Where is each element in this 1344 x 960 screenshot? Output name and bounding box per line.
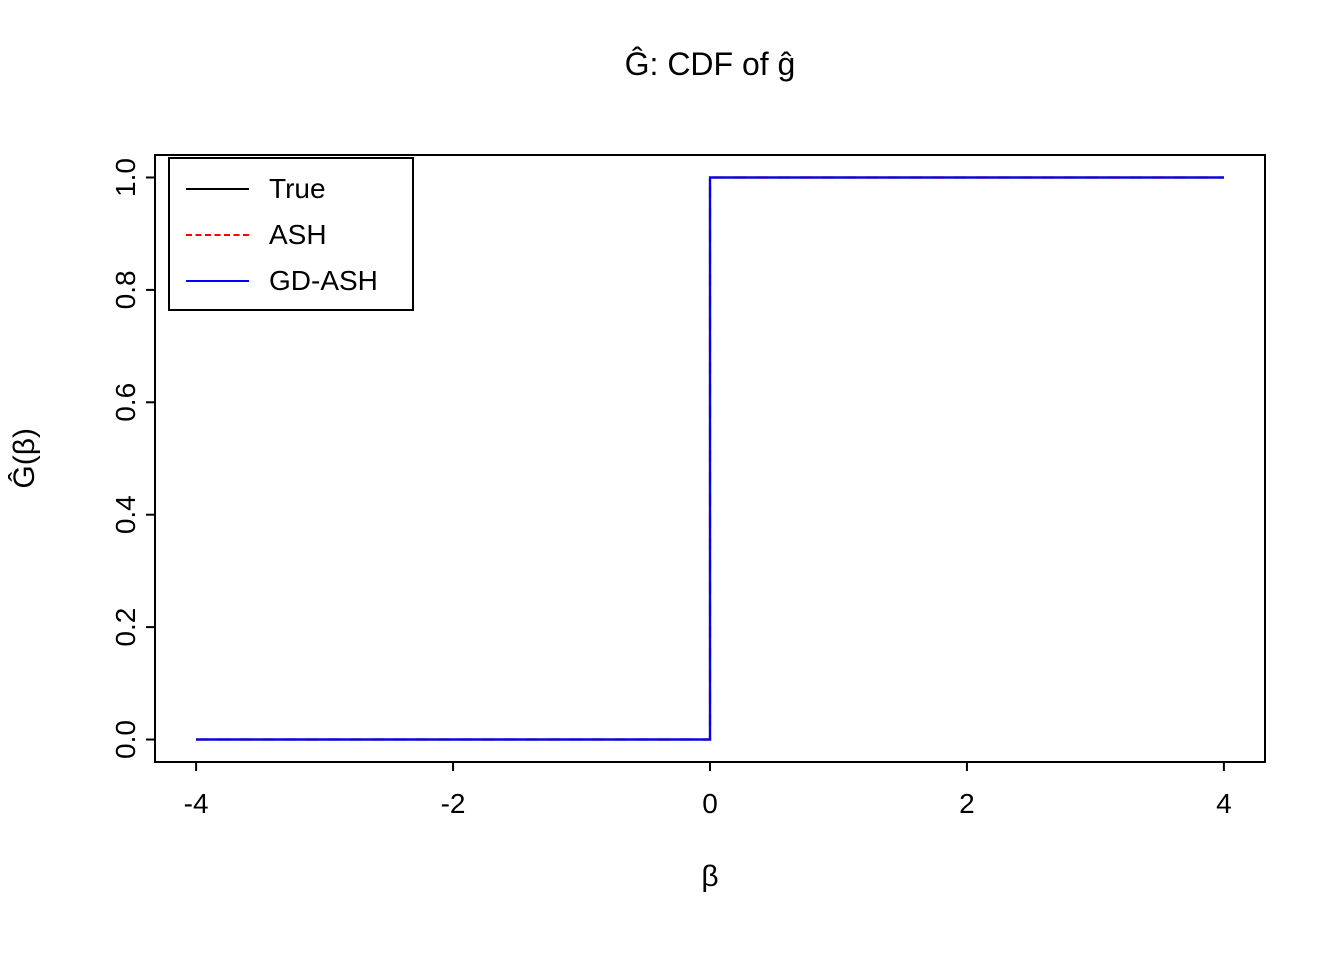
chart-title: Ĝ: CDF of ĝ (624, 46, 796, 82)
y-axis-label: Ĝ(β) (8, 428, 41, 489)
legend-label-gd-ash: GD-ASH (269, 265, 378, 296)
y-tick-label: 1.0 (110, 158, 141, 197)
y-axis-label-wrap: Ĝ(β) (2, 155, 48, 762)
legend-line-sample-true (186, 188, 249, 190)
x-tick-label: -2 (441, 788, 466, 819)
legend-item-ash: ASH (170, 212, 412, 258)
y-tick-label: 0.6 (110, 383, 141, 422)
y-tick-label: 0.0 (110, 720, 141, 759)
x-tick-label: 0 (702, 788, 718, 819)
legend-label-true: True (269, 173, 326, 204)
y-tick-label: 0.8 (110, 270, 141, 309)
legend-item-gd-ash: GD-ASH (170, 258, 412, 304)
x-axis-label: β (701, 860, 719, 893)
x-tick-label: -4 (184, 788, 209, 819)
y-tick-label: 0.2 (110, 608, 141, 647)
x-tick-label: 2 (959, 788, 975, 819)
x-tick-label: 4 (1216, 788, 1232, 819)
y-tick-label: 0.4 (110, 495, 141, 534)
legend-label-ash: ASH (269, 219, 327, 250)
legend-line-sample-ash (186, 234, 249, 236)
legend: True ASH GD-ASH (168, 157, 414, 311)
legend-item-true: True (170, 166, 412, 212)
legend-line-sample-gd-ash (186, 280, 249, 282)
series-line-gd-ash (196, 176, 1224, 741)
